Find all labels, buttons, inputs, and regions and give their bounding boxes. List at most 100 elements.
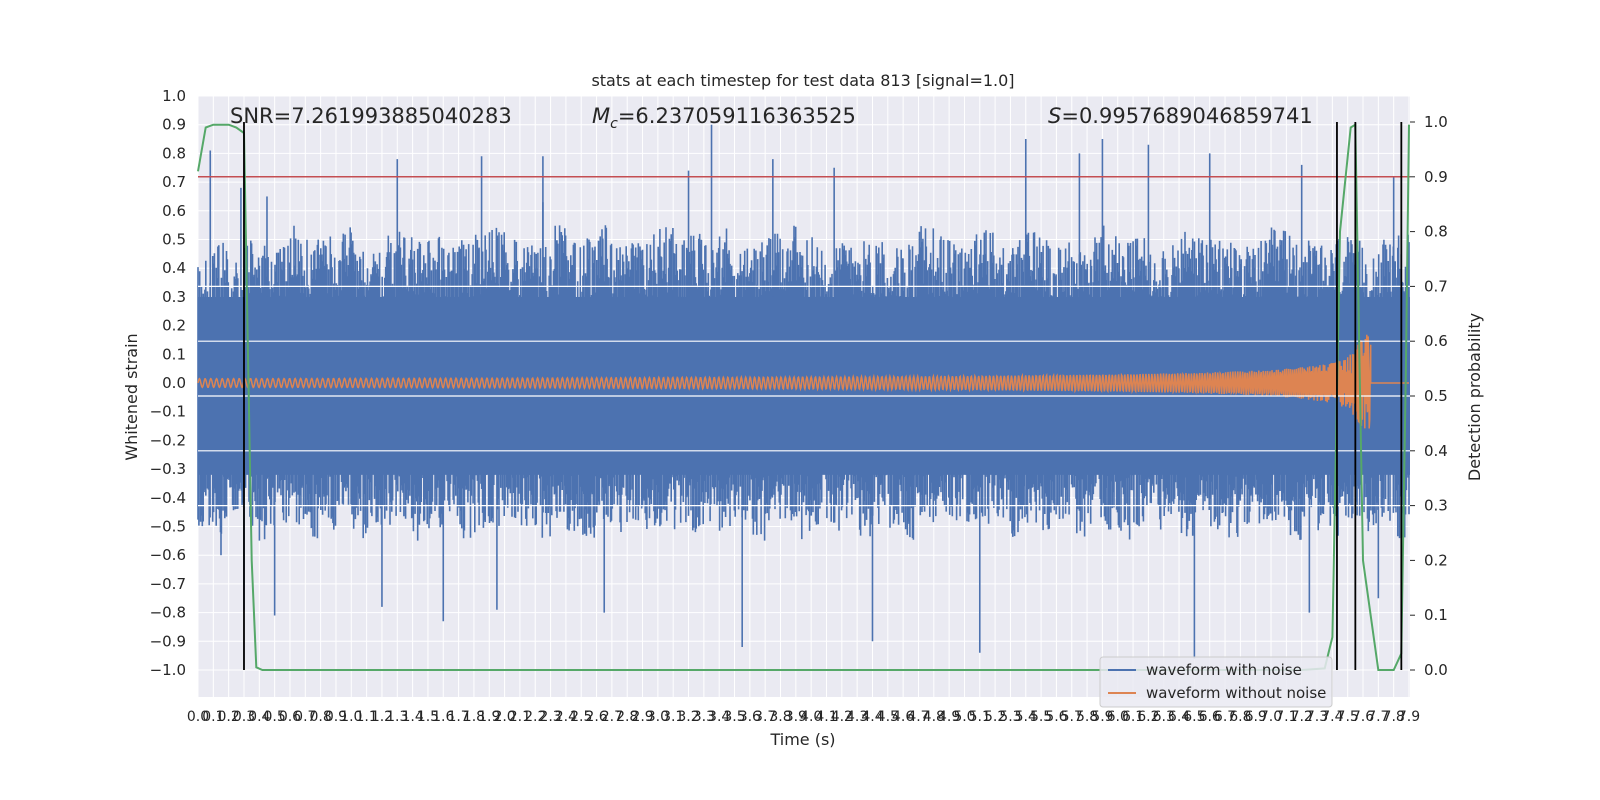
y-tick-label: 0.0 (162, 374, 186, 392)
x-axis-label: Time (s) (769, 730, 835, 749)
x-tick-label: 2.2 (524, 709, 546, 725)
chart-title: stats at each timestep for test data 813… (591, 71, 1014, 90)
series-waveform-without-noise (197, 334, 1409, 429)
y-axis-left: 1.0 0.9 0.8 0.7 0.6 0.5 0.4 0.3 0.2 0.1 0.0 −0.1 −0.… (150, 87, 186, 679)
legend-label-with-noise: waveform with noise (1146, 661, 1302, 679)
x-tick-label: 4.1 (815, 709, 837, 725)
y-tick-label: 0.9 (162, 116, 186, 134)
x-tick-label: 6.0 (1107, 709, 1129, 725)
x-tick-label: 2.4 (555, 709, 577, 725)
x-tick-label: 5.5 (1030, 709, 1052, 725)
y-axis-label: Whitened strain (122, 333, 141, 460)
x-tick-label: 1.9 (478, 709, 500, 725)
chirp-mass-annotation: Mc=6.237059116363525 (592, 104, 856, 132)
x-tick-label: 2.1 (509, 709, 531, 725)
x-tick-label: 3.3 (693, 709, 715, 725)
detection-markers (243, 122, 1403, 670)
y2-tick-label: 0.5 (1424, 387, 1448, 405)
x-tick-label: 0.1 (202, 709, 224, 725)
score-annotation: S=0.9957689046859741 (1048, 104, 1313, 128)
y-tick-label: 0.7 (162, 173, 186, 191)
y-tick-label: −0.1 (150, 403, 186, 421)
x-tick-label: 3.2 (677, 709, 699, 725)
x-tick-label: 2.5 (570, 709, 592, 725)
x-tick-label: 4.6 (892, 709, 914, 725)
x-tick-label: 1.0 (340, 709, 362, 725)
x-tick-label: 3.1 (662, 709, 684, 725)
x-tick-label: 0.9 (325, 709, 347, 725)
x-tick-label: 1.6 (432, 709, 454, 725)
x-tick-label: 6.6 (1199, 709, 1221, 725)
y-tick-label: 0.8 (162, 144, 186, 162)
x-tick-label: 1.2 (371, 709, 393, 725)
y2-tick-label: 0.7 (1424, 277, 1448, 295)
x-tick-label: 2.0 (493, 709, 515, 725)
x-tick-label: 7.3 (1306, 709, 1328, 725)
y2-tick-label: 0.2 (1424, 551, 1448, 569)
y-tick-label: −0.4 (150, 489, 186, 507)
y2-tick-label: 0.3 (1424, 497, 1448, 515)
x-tick-label: 6.5 (1183, 709, 1205, 725)
x-tick-label: 4.7 (907, 709, 929, 725)
x-tick-label: 1.1 (355, 709, 377, 725)
x-tick-label: 0.0 (187, 709, 209, 725)
x-tick-label: 4.4 (861, 709, 883, 725)
x-tick-label: 0.2 (218, 709, 240, 725)
x-tick-label: 4.8 (923, 709, 945, 725)
x-tick-label: 0.4 (248, 709, 270, 725)
y2-axis-label: Detection probability (1465, 313, 1484, 481)
snr-annotation: SNR=7.261993885040283 (230, 104, 512, 128)
y2-tick-label: 1.0 (1424, 113, 1448, 131)
x-tick-label: 1.8 (463, 709, 485, 725)
y-tick-label: −0.9 (150, 632, 186, 650)
x-axis: 0.00.10.20.30.40.50.60.70.80.91.01.11.21… (187, 709, 1420, 725)
y-tick-label: 0.5 (162, 231, 186, 249)
y-tick-label: −0.8 (150, 604, 186, 622)
x-tick-label: 6.3 (1153, 709, 1175, 725)
y-tick-label: 0.4 (162, 259, 186, 277)
x-tick-label: 3.5 (723, 709, 745, 725)
y2-tick-label: 0.6 (1424, 332, 1448, 350)
y2-tick-label: 0.8 (1424, 223, 1448, 241)
x-tick-label: 6.4 (1168, 709, 1190, 725)
y-tick-label: −0.5 (150, 518, 186, 536)
y-tick-label: 0.3 (162, 288, 186, 306)
x-tick-label: 4.2 (831, 709, 853, 725)
x-tick-label: 3.8 (769, 709, 791, 725)
y-tick-label: −0.3 (150, 460, 186, 478)
x-tick-label: 1.7 (447, 709, 469, 725)
x-tick-label: 3.9 (785, 709, 807, 725)
x-tick-label: 4.3 (846, 709, 868, 725)
x-tick-label: 7.1 (1275, 709, 1297, 725)
x-tick-label: 5.0 (953, 709, 975, 725)
y-tick-label: −0.2 (150, 431, 186, 449)
y-tick-label: −0.6 (150, 546, 186, 564)
x-tick-label: 5.8 (1076, 709, 1098, 725)
x-tick-label: 6.8 (1229, 709, 1251, 725)
y-tick-label: −0.7 (150, 575, 186, 593)
x-tick-label: 0.8 (310, 709, 332, 725)
y-tick-label: 1.0 (162, 87, 186, 105)
x-tick-label: 0.3 (233, 709, 255, 725)
x-tick-label: 7.5 (1337, 709, 1359, 725)
x-tick-label: 5.7 (1061, 709, 1083, 725)
x-tick-label: 3.7 (754, 709, 776, 725)
y2-tick-label: 0.0 (1424, 661, 1448, 679)
y-axis-right: 1.0 0.9 0.8 0.7 0.6 0.5 0.4 0.3 0.2 0.1 0.0 (1410, 113, 1448, 679)
x-tick-label: 1.5 (417, 709, 439, 725)
x-tick-label: 6.9 (1245, 709, 1267, 725)
x-tick-label: 4.9 (938, 709, 960, 725)
x-tick-label: 5.4 (1015, 709, 1037, 725)
x-tick-label: 2.3 (539, 709, 561, 725)
x-tick-label: 3.4 (708, 709, 730, 725)
x-tick-label: 7.6 (1352, 709, 1374, 725)
x-tick-label: 4.5 (877, 709, 899, 725)
y2-tick-label: 0.9 (1424, 168, 1448, 186)
x-tick-label: 2.9 (631, 709, 653, 725)
y2-tick-label: 0.4 (1424, 442, 1448, 460)
x-tick-label: 7.9 (1398, 709, 1420, 725)
y-tick-label: 0.6 (162, 202, 186, 220)
x-tick-label: 3.6 (739, 709, 761, 725)
legend-label-without-noise: waveform without noise (1146, 684, 1326, 702)
